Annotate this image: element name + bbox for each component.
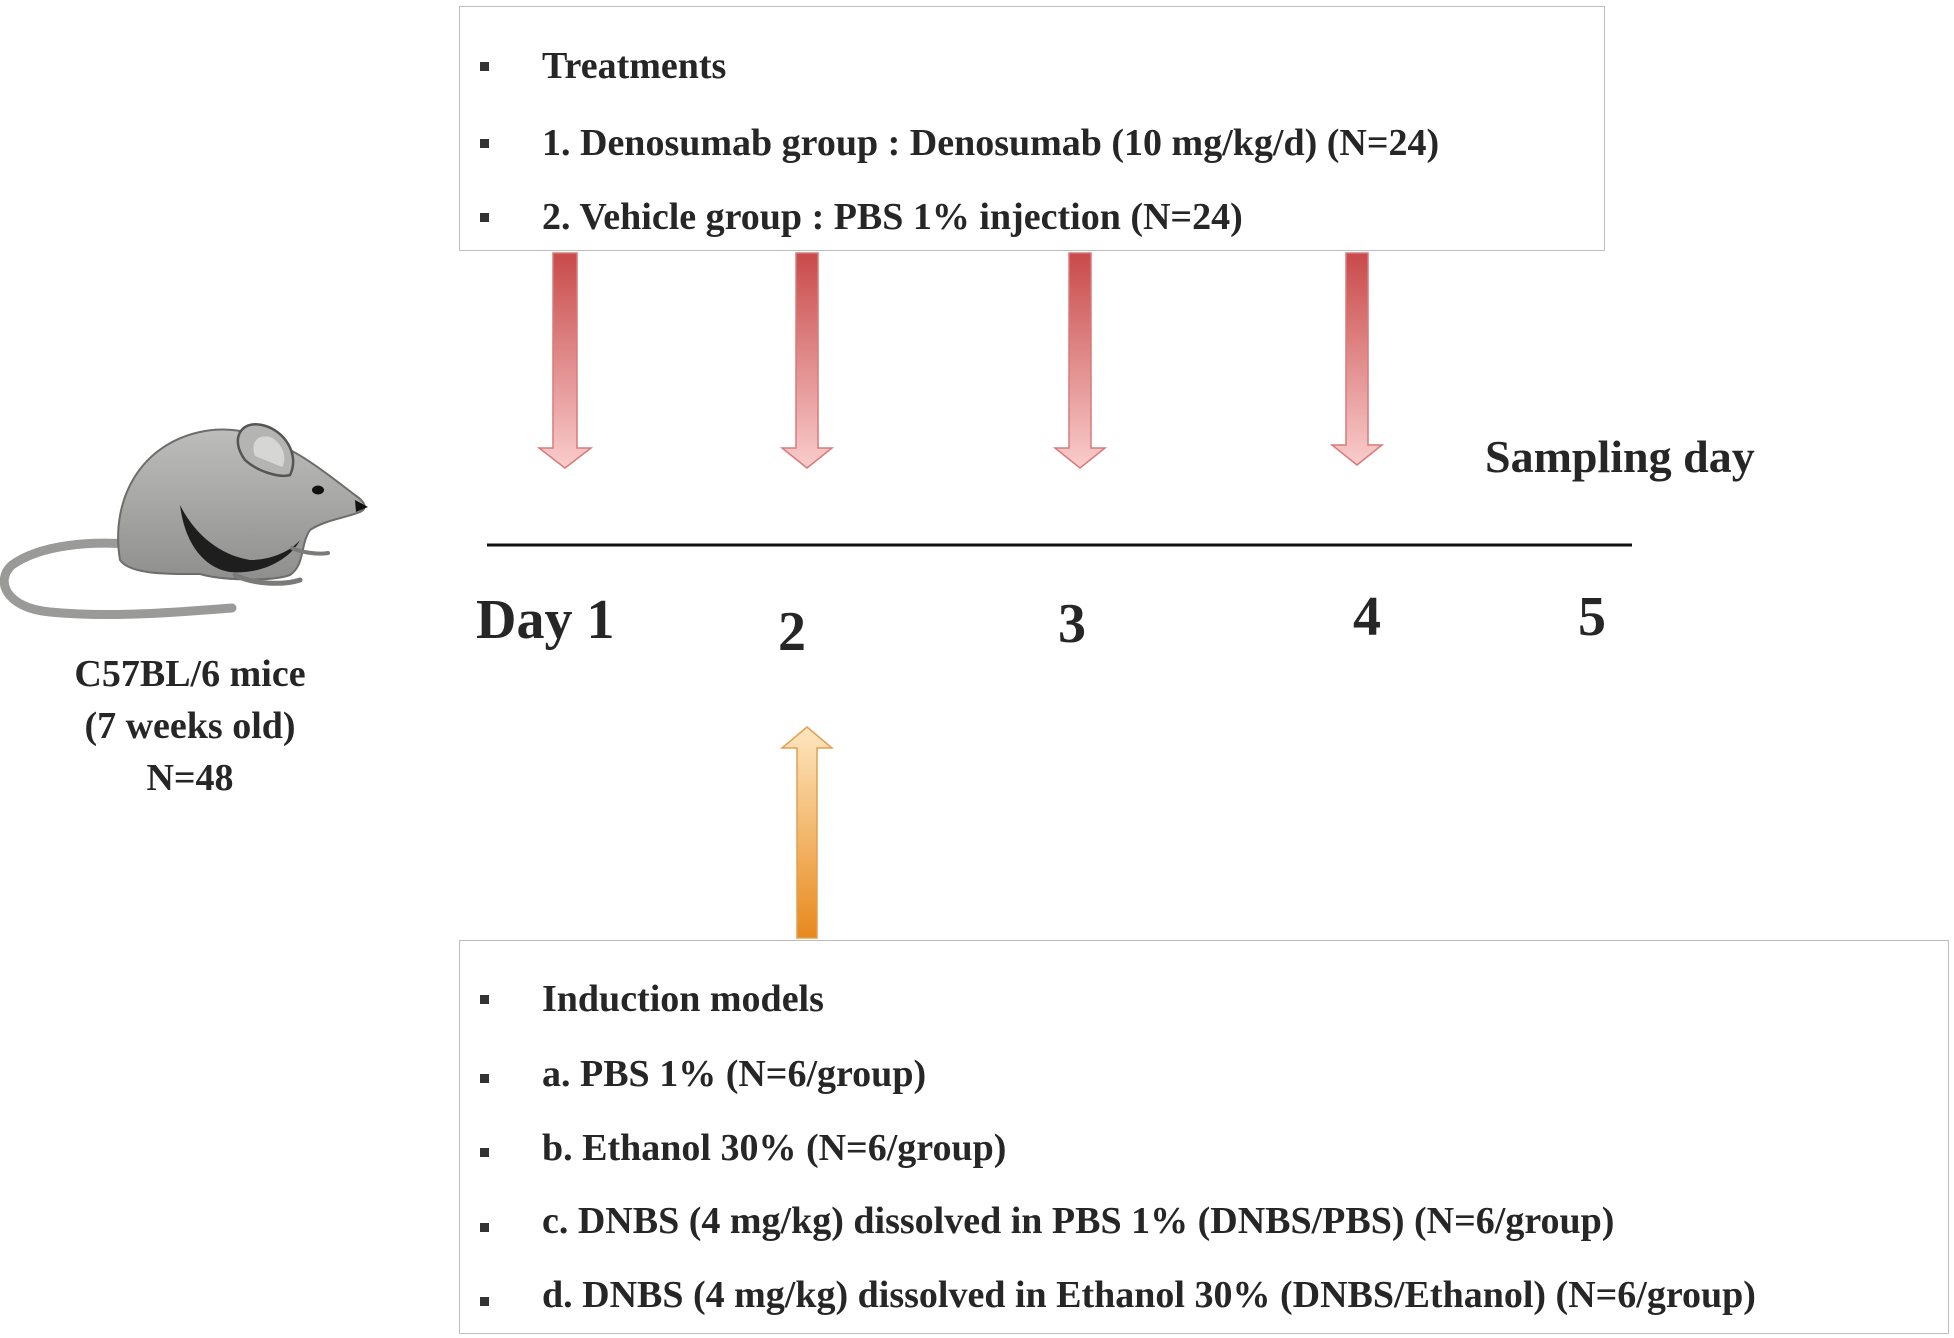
treatment-arrow-day-2	[779, 252, 835, 469]
bullet-icon	[480, 139, 489, 148]
bullet-icon	[480, 213, 489, 222]
bullet-icon	[480, 62, 489, 71]
induction-arrow-day-2	[779, 726, 835, 939]
induction-box: Induction models a. PBS 1% (N=6/group) b…	[459, 940, 1949, 1334]
treatment-arrow-day-1	[536, 252, 594, 469]
mouse-icon	[0, 422, 368, 620]
treatment-arrow-day-3	[1052, 252, 1108, 469]
bullet-icon	[480, 1223, 489, 1232]
day-label-3: 3	[1058, 593, 1086, 655]
subjects-strain: C57BL/6 mice	[74, 653, 306, 695]
day-label-5: 5	[1578, 586, 1606, 648]
day-label-4: 4	[1353, 586, 1381, 648]
bullet-icon	[480, 1297, 489, 1306]
bullet-icon	[480, 1074, 489, 1083]
day-label-1: Day 1	[476, 589, 615, 651]
day-label-2: 2	[778, 601, 806, 663]
treatments-box: Treatments 1. Denosumab group : Denosuma…	[459, 6, 1605, 251]
treatment-arrow-day-4	[1329, 252, 1385, 466]
subjects-count: N=48	[146, 757, 234, 799]
sampling-day-label: Sampling day	[1485, 431, 1755, 482]
subjects-label: C57BL/6 mice (7 weeks old) N=48	[40, 648, 340, 804]
subjects-age: (7 weeks old)	[84, 705, 296, 747]
bullet-icon	[480, 995, 489, 1004]
bullet-icon	[480, 1148, 489, 1157]
